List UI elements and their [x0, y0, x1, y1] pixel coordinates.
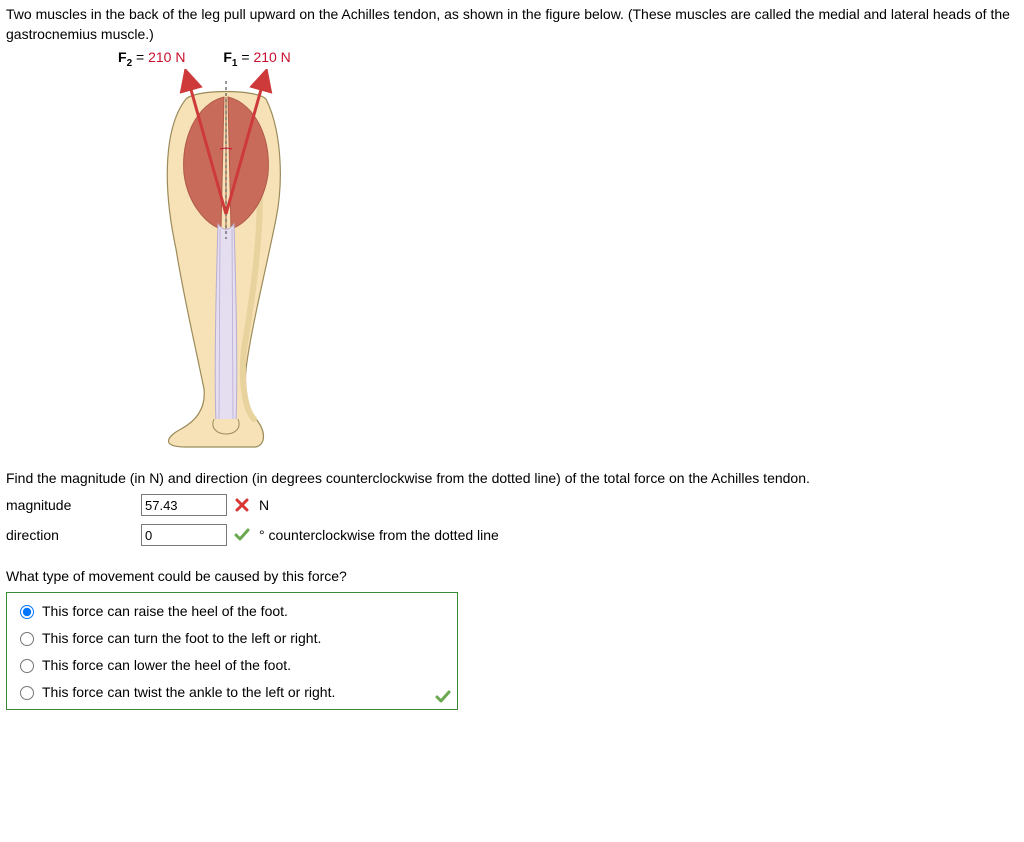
choice-2-label: This force can turn the foot to the left…	[42, 630, 321, 646]
choice-1-radio[interactable]	[20, 605, 34, 619]
choice-3-label: This force can lower the heel of the foo…	[42, 657, 291, 673]
direction-correct-icon	[233, 526, 251, 544]
leg-diagram-svg	[126, 69, 356, 449]
choice-4[interactable]: This force can twist the ankle to the le…	[7, 678, 457, 705]
choice-3[interactable]: This force can lower the heel of the foo…	[7, 651, 457, 678]
direction-unit: ° counterclockwise from the dotted line	[259, 527, 499, 543]
magnitude-input[interactable]	[141, 494, 227, 516]
f1-label: F1 = 210 N	[223, 49, 290, 69]
magnitude-incorrect-icon	[233, 496, 251, 514]
choice-1-label: This force can raise the heel of the foo…	[42, 603, 288, 619]
choice-4-label: This force can twist the ankle to the le…	[42, 684, 335, 700]
direction-label: direction	[6, 527, 141, 543]
choice-2-radio[interactable]	[20, 632, 34, 646]
choice-1[interactable]: This force can raise the heel of the foo…	[7, 597, 457, 624]
magnitude-label: magnitude	[6, 497, 141, 513]
direction-row: direction ° counterclockwise from the do…	[6, 522, 1018, 548]
choice-2[interactable]: This force can turn the foot to the left…	[7, 624, 457, 651]
magnitude-unit: N	[259, 497, 269, 513]
magnitude-row: magnitude N	[6, 492, 1018, 518]
choice-3-radio[interactable]	[20, 659, 34, 673]
problem-intro: Two muscles in the back of the leg pull …	[6, 4, 1018, 45]
question-find: Find the magnitude (in N) and direction …	[6, 469, 1018, 489]
mc-correct-icon	[435, 690, 451, 707]
mc-choice-box: This force can raise the heel of the foo…	[6, 592, 458, 710]
figure: F2 = 210 N F1 = 210 N 14o 14o	[116, 51, 416, 451]
f2-label: F2 = 210 N	[118, 49, 185, 69]
force-labels: F2 = 210 N F1 = 210 N	[116, 49, 291, 69]
direction-input[interactable]	[141, 524, 227, 546]
question-mc: What type of movement could be caused by…	[6, 568, 1018, 584]
choice-4-radio[interactable]	[20, 686, 34, 700]
